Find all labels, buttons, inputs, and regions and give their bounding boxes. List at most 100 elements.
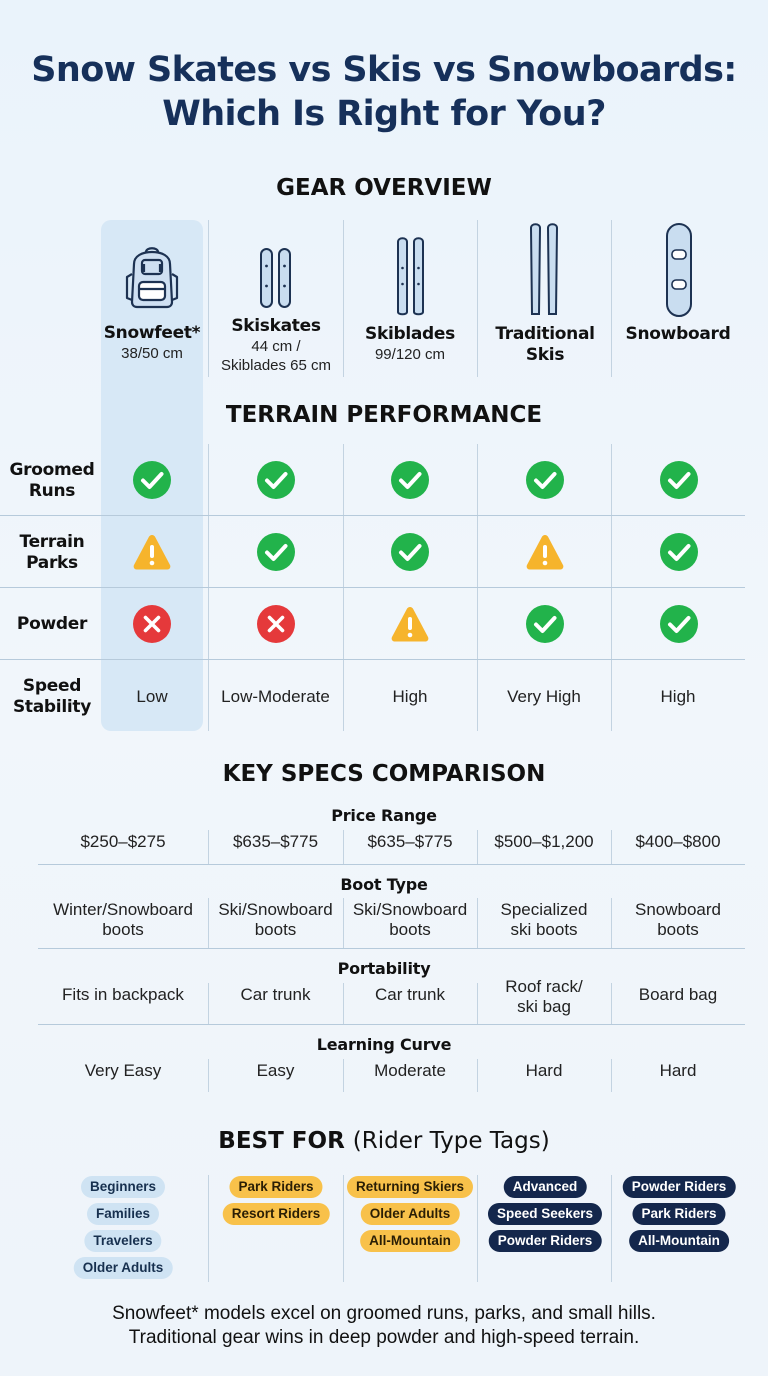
tag-divider	[611, 1175, 612, 1282]
gear-overview-heading: GEAR OVERVIEW	[276, 175, 492, 201]
spec-divider	[477, 898, 478, 948]
spec-divider	[477, 830, 478, 864]
warning-icon	[526, 535, 564, 570]
spec-heading-price: Price Range	[331, 806, 437, 825]
rider-tag: Powder Riders	[622, 1176, 736, 1198]
spec-value: $635–$775	[232, 832, 319, 851]
spec-value: $250–$275	[80, 832, 166, 851]
spec-value: Car trunk	[375, 985, 445, 1004]
rider-tag: Resort Riders	[222, 1203, 330, 1225]
backpack-icon	[125, 247, 179, 309]
spec-value: Moderate	[374, 1061, 446, 1080]
spec-value: Hard	[525, 1061, 563, 1080]
title-line-2: Which Is Right for You?	[162, 94, 606, 134]
check-icon	[391, 461, 429, 499]
row-label-powder: Powder	[16, 614, 88, 634]
spec-value: Car trunk	[240, 985, 311, 1004]
spec-divider	[208, 898, 209, 948]
spec-value: Hard	[659, 1061, 697, 1080]
best-for-heading: BEST FOR (Rider Type Tags)	[0, 1128, 768, 1154]
rider-tag: Advanced	[503, 1176, 587, 1198]
best-for-subtitle: (Rider Type Tags)	[352, 1128, 550, 1154]
gear-divider	[477, 220, 478, 377]
gear-size: 99/120 cm	[374, 346, 446, 363]
spec-value: Ski/Snowboard boots	[352, 900, 468, 939]
key-specs-heading: KEY SPECS COMPARISON	[222, 761, 546, 787]
row-label-groomed-runs: Groomed Runs	[9, 460, 95, 501]
rider-tag: Older Adults	[73, 1257, 173, 1279]
footer-line-2: Traditional gear wins in deep powder and…	[128, 1327, 640, 1348]
spec-divider	[477, 983, 478, 1024]
spec-divider	[208, 1059, 209, 1092]
check-icon	[257, 533, 295, 571]
title-line-1: Snow Skates vs Skis vs Snowboards:	[31, 50, 737, 90]
gear-name: Skiblades	[365, 324, 455, 344]
gear-size: 44 cm / Skiblades 65 cm	[220, 338, 332, 374]
rider-tag: Travelers	[84, 1230, 162, 1252]
snowboard-icon	[666, 223, 692, 317]
cross-icon	[257, 605, 295, 643]
gear-card-snowfeet: Snowfeet* 38/50 cm	[101, 323, 203, 363]
spec-value: Ski/Snowboard boots	[218, 900, 333, 939]
rider-tag: All-Mountain	[629, 1230, 729, 1252]
spec-value: $500–$1,200	[494, 832, 594, 851]
rider-tag: Powder Riders	[488, 1230, 602, 1252]
rider-tag: Families	[86, 1203, 160, 1225]
gear-divider	[208, 220, 209, 377]
speed-value: High	[660, 687, 696, 706]
check-icon	[660, 461, 698, 499]
spec-row-divider	[38, 948, 745, 949]
check-icon	[391, 533, 429, 571]
spec-value: Winter/Snowboard boots	[53, 900, 193, 939]
check-icon	[526, 605, 564, 643]
check-icon	[133, 461, 171, 499]
spec-value: Fits in backpack	[62, 985, 184, 1004]
skiblades-icon	[397, 237, 424, 316]
gear-name: Snowboard	[625, 324, 731, 344]
skiskates-icon	[260, 248, 291, 308]
spec-divider	[343, 983, 344, 1024]
row-label-speed-stability: Speed Stability	[12, 676, 91, 717]
terrain-row-divider	[0, 515, 745, 516]
rider-tag: Beginners	[80, 1176, 166, 1198]
terrain-row-divider	[0, 659, 745, 660]
spec-value: Very Easy	[84, 1061, 162, 1080]
rider-tag: Returning Skiers	[346, 1176, 474, 1198]
speed-value: High	[392, 687, 428, 706]
spec-heading-portability: Portability	[337, 959, 431, 978]
spec-divider	[343, 898, 344, 948]
gear-size: 38/50 cm	[121, 345, 183, 362]
rider-tag: Park Riders	[632, 1203, 726, 1225]
spec-divider	[208, 830, 209, 864]
spec-heading-learning: Learning Curve	[316, 1035, 452, 1054]
spec-value: $400–$800	[635, 832, 721, 851]
tag-divider	[343, 1175, 344, 1282]
spec-value: Board bag	[638, 985, 718, 1004]
gear-name: Skiskates	[231, 316, 321, 336]
warning-icon	[391, 607, 429, 642]
spec-divider	[343, 1059, 344, 1092]
cross-icon	[133, 605, 171, 643]
row-label-terrain-parks: Terrain Parks	[19, 532, 85, 573]
gear-card-snowboard: Snowboard	[611, 324, 745, 345]
terrain-performance-heading: TERRAIN PERFORMANCE	[225, 402, 543, 428]
spec-divider	[611, 1059, 612, 1092]
check-icon	[257, 461, 295, 499]
spec-divider	[208, 983, 209, 1024]
spec-value: Specialized ski boots	[500, 900, 588, 939]
gear-card-skiblades: Skiblades 99/120 cm	[343, 324, 477, 364]
rider-tag: Speed Seekers	[487, 1203, 603, 1225]
rider-tag: Older Adults	[360, 1203, 460, 1225]
gear-card-skiskates: Skiskates 44 cm / Skiblades 65 cm	[209, 316, 343, 375]
speed-value: Very High	[507, 687, 581, 706]
rider-tag: Park Riders	[229, 1176, 323, 1198]
check-icon	[660, 605, 698, 643]
gear-name: Traditional Skis	[495, 324, 595, 365]
rider-tag: All-Mountain	[360, 1230, 460, 1252]
spec-divider	[343, 830, 344, 864]
spec-divider	[611, 830, 612, 864]
spec-value: Snowboard boots	[634, 900, 721, 939]
spec-heading-boot: Boot Type	[340, 875, 428, 894]
footer-note: Snowfeet* models excel on groomed runs, …	[0, 1302, 768, 1350]
speed-value: Low	[136, 687, 168, 706]
